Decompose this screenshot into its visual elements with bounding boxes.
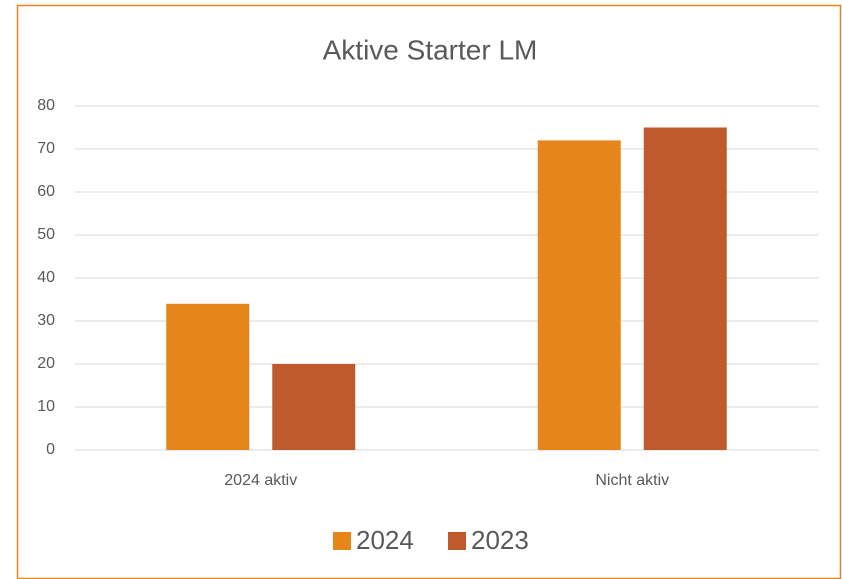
y-tick-label: 30	[37, 312, 55, 329]
y-tick-label: 0	[46, 441, 55, 458]
bar	[272, 364, 356, 450]
x-tick-label: 2024 aktiv	[224, 472, 297, 489]
bar	[643, 127, 727, 450]
legend-swatch	[333, 532, 351, 550]
legend-label: 2024	[356, 525, 414, 555]
legend-swatch	[448, 532, 466, 550]
x-tick-label: Nicht aktiv	[595, 472, 669, 489]
y-tick-label: 40	[37, 269, 55, 286]
y-tick-label: 80	[37, 97, 55, 114]
y-tick-label: 70	[37, 140, 55, 157]
bar	[537, 140, 621, 450]
y-tick-label: 60	[37, 183, 55, 200]
y-tick-label: 10	[37, 398, 55, 415]
y-tick-label: 20	[37, 355, 55, 372]
y-tick-label: 50	[37, 226, 55, 243]
legend-label: 2023	[471, 525, 529, 555]
chart-title: Aktive Starter LM	[323, 34, 538, 65]
bar	[166, 303, 250, 450]
